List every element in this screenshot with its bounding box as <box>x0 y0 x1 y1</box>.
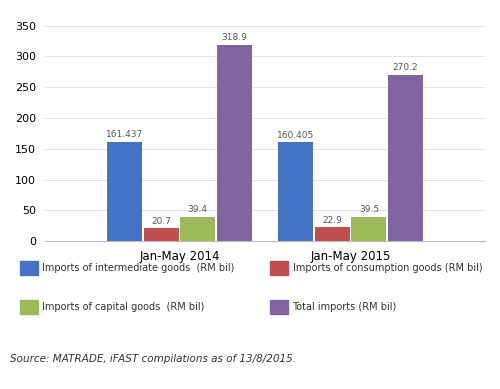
Text: 39.5: 39.5 <box>359 205 379 214</box>
FancyBboxPatch shape <box>270 300 287 314</box>
FancyBboxPatch shape <box>270 261 287 275</box>
Text: 39.4: 39.4 <box>188 205 208 214</box>
Text: 20.7: 20.7 <box>151 217 171 226</box>
Text: 161.437: 161.437 <box>106 130 143 139</box>
Text: 270.2: 270.2 <box>392 63 418 72</box>
Text: iFAST: iFAST <box>405 347 465 365</box>
Bar <box>352 217 386 241</box>
FancyBboxPatch shape <box>20 300 38 314</box>
Text: Source: MATRADE, iFAST compilations as of 13/8/2015.: Source: MATRADE, iFAST compilations as o… <box>10 354 296 364</box>
Bar <box>278 142 313 241</box>
Bar <box>180 217 215 241</box>
FancyBboxPatch shape <box>20 261 38 275</box>
Bar <box>107 142 142 241</box>
Text: 318.9: 318.9 <box>222 33 248 42</box>
Bar <box>315 227 350 241</box>
Text: 22.9: 22.9 <box>322 216 342 224</box>
Text: Imports of consumption goods (RM bil): Imports of consumption goods (RM bil) <box>292 263 482 273</box>
Bar <box>388 75 423 241</box>
Text: Total imports (RM bil): Total imports (RM bil) <box>292 301 397 312</box>
Bar <box>144 228 178 241</box>
Text: Imports of intermediate goods  (RM bil): Imports of intermediate goods (RM bil) <box>42 263 235 273</box>
Text: Imports of capital goods  (RM bil): Imports of capital goods (RM bil) <box>42 301 205 312</box>
Text: 160.405: 160.405 <box>277 131 314 140</box>
Bar <box>217 45 252 241</box>
